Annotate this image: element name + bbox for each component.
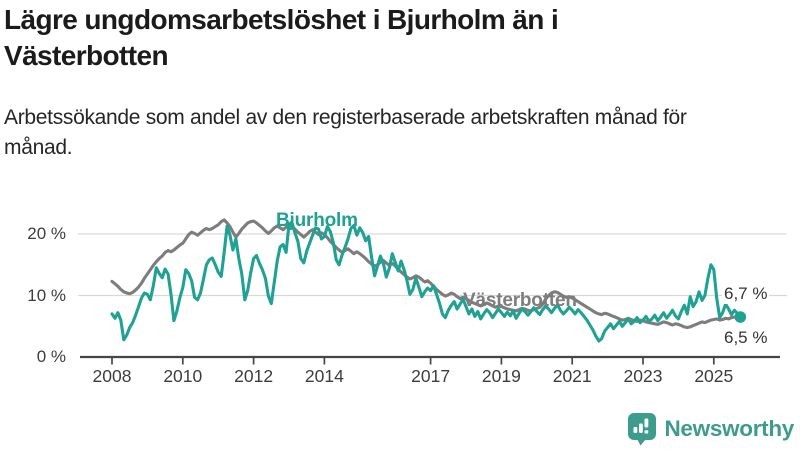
end-value-label-vasterbotten: 6,7 % xyxy=(722,284,770,304)
series-label-vasterbotten: Västerbotten xyxy=(463,290,577,311)
y-axis-tick-label: 0 % xyxy=(36,347,66,366)
chart-title: Lägre ungdomsarbetslöshet i Bjurholm än … xyxy=(4,4,559,72)
x-axis-tick-label: 2014 xyxy=(304,366,344,386)
newsworthy-logo-icon xyxy=(628,413,657,446)
chart-subtitle: Arbetssökande som andel av den registerb… xyxy=(4,106,687,160)
x-axis-tick-label: 2010 xyxy=(163,366,203,386)
x-axis-tick-label: 2019 xyxy=(481,366,521,386)
x-axis-tick-label: 2008 xyxy=(92,366,132,386)
y-axis-tick-label: 10 % xyxy=(27,285,66,305)
end-value-label-bjurholm: 6,5 % xyxy=(722,328,770,348)
x-axis-tick-label: 2021 xyxy=(552,366,592,386)
x-axis-tick-label: 2023 xyxy=(623,366,663,386)
series-label-bjurholm: Bjurholm xyxy=(276,210,358,231)
y-axis-tick-label: 20 % xyxy=(27,224,66,243)
x-axis-tick-label: 2025 xyxy=(694,366,734,386)
newsworthy-brand[interactable]: Newsworthy xyxy=(627,412,794,446)
newsworthy-brand-name: Newsworthy xyxy=(664,416,794,441)
x-axis-tick-label: 2012 xyxy=(234,366,274,386)
x-axis-tick-label: 2017 xyxy=(411,366,451,386)
